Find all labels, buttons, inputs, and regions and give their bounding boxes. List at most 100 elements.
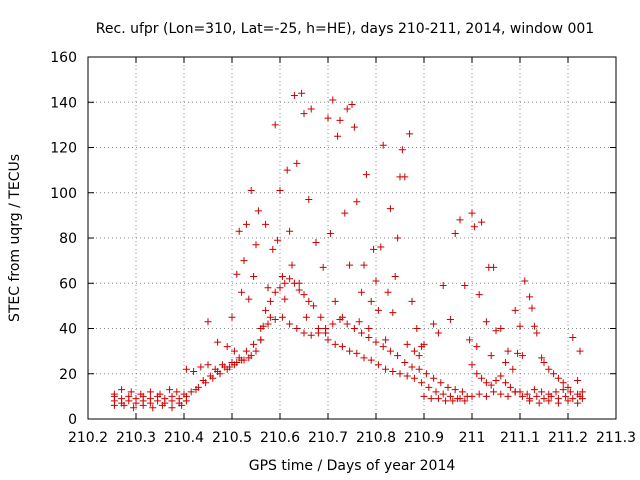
y-tick-label: 80 [59,231,77,247]
data-point [307,105,315,113]
data-point [384,288,392,296]
data-point [355,318,363,326]
data-point [228,358,236,366]
x-tick-label: 210.7 [308,430,348,446]
data-point [439,390,447,398]
data-point [166,386,174,394]
data-point [518,392,526,400]
data-point [533,392,541,400]
x-tick-label: 210.4 [164,430,204,446]
axis-ticks: 210.2 210.3 210.4 210.5 210.6 210.7 210.8 210.9… [50,50,636,446]
data-point [127,388,135,396]
data-point [521,277,529,285]
data-point [350,123,358,131]
data-point [569,395,577,403]
data-point [290,91,298,99]
data-point [461,282,469,290]
data-point [490,263,498,271]
data-point [545,390,553,398]
data-point [461,397,469,405]
data-point [262,220,270,228]
data-point [425,383,433,391]
data-point [264,320,272,328]
data-point [278,272,286,280]
data-point [110,390,118,398]
data-point [192,386,200,394]
data-point [348,101,356,109]
data-point [562,392,570,400]
data-point [190,367,198,375]
data-point [154,397,162,405]
data-point [559,379,567,387]
data-point [310,302,318,310]
data-point [125,397,133,405]
data-point [314,329,322,337]
data-point [257,336,265,344]
data-point [204,318,212,326]
data-point [118,386,126,394]
data-point [566,388,574,396]
data-point [245,354,253,362]
data-point [502,358,510,366]
y-tick-label: 40 [59,322,77,338]
data-point [271,315,279,323]
data-point [545,365,553,373]
data-point [449,397,457,405]
data-point [266,313,274,321]
data-point [319,263,327,271]
data-point [386,347,394,355]
data-point [492,327,500,335]
data-point [578,395,586,403]
data-point [120,401,128,409]
data-point [374,306,382,314]
y-axis-label: STEC from uqrg / TECUs [7,154,23,322]
data-point [182,397,190,405]
data-point [293,325,301,332]
data-point [353,349,361,357]
x-tick-label: 211 [459,430,486,446]
data-point [302,313,310,321]
data-point [307,331,315,339]
data-point [394,234,402,242]
data-point [470,223,478,231]
data-point [487,381,495,389]
data-point [389,367,397,375]
data-point [473,370,481,378]
data-point [533,329,541,337]
data-point [300,329,308,337]
data-point [468,209,476,217]
data-point [324,336,332,344]
data-point [336,116,344,124]
data-point [576,347,584,355]
data-point [514,349,522,357]
data-point [238,288,246,296]
data-point [350,325,358,332]
data-point [413,325,421,332]
data-point [283,166,291,174]
data-point [418,379,426,387]
data-point [214,338,222,346]
x-tick-label: 210.5 [212,430,252,446]
data-point [578,388,586,396]
data-point [329,320,337,328]
data-point [487,352,495,360]
data-point [329,96,337,104]
data-point [305,196,313,204]
data-point [377,243,385,251]
data-point [473,343,481,351]
data-point [204,361,212,369]
data-point [482,318,490,326]
data-point [278,313,286,321]
x-tick-label: 211.1 [500,430,540,446]
data-point [451,386,459,394]
data-point [334,132,342,140]
data-point [422,370,430,378]
data-point [338,343,346,351]
x-axis-label: GPS time / Days of year 2014 [249,458,456,474]
data-point [382,365,390,373]
data-point [247,186,255,194]
data-point [394,352,402,360]
data-points [110,89,586,412]
data-point [430,374,438,382]
